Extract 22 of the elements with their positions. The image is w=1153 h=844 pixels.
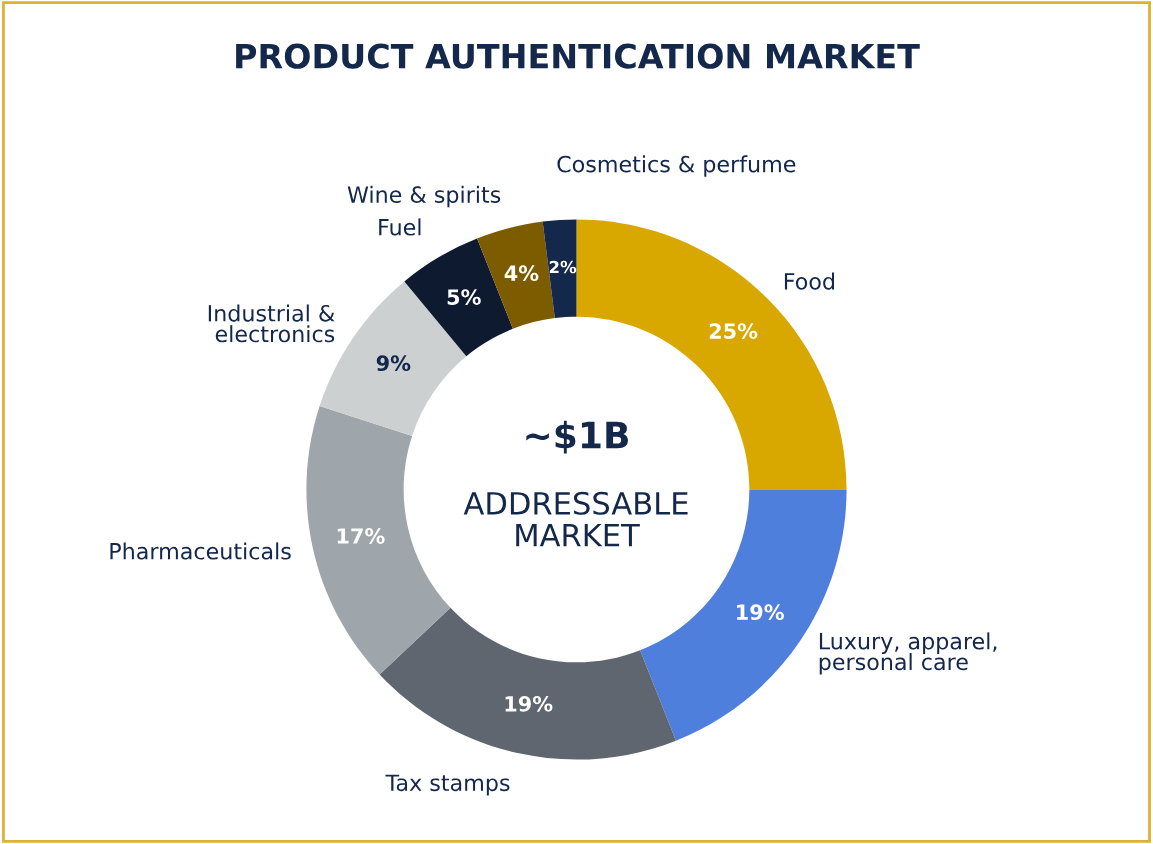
slice-label: Cosmetics & perfume (557, 155, 796, 177)
text: ADDRESSABLE MARKET (463, 491, 688, 547)
slice-label: Pharmaceuticals (110, 542, 291, 560)
data-label: 5% (447, 289, 481, 305)
data-label: 19% (737, 604, 784, 621)
data-label: 2% (549, 260, 577, 274)
data-label: 19% (505, 695, 553, 712)
donut-slice (379, 607, 676, 760)
slice-label: Industrial & electronics (208, 304, 335, 343)
slice-label: Fuel (379, 218, 421, 236)
data-label: 4% (504, 265, 539, 282)
data-label: 9% (376, 355, 411, 372)
slice-label: Wine & spirits (347, 185, 501, 208)
chart-title: PRODUCT AUTHENTICATION MARKET (236, 43, 920, 69)
text: ~$1B (526, 420, 628, 454)
slice-label: Food (784, 272, 835, 290)
slice-label: Tax stamps (385, 774, 510, 796)
data-label: 25% (709, 323, 758, 339)
slice-label: Luxury, apparel, personal care (819, 632, 997, 675)
data-label: 17% (337, 528, 385, 544)
donut-slice (306, 406, 451, 675)
donut-slice (542, 219, 577, 319)
